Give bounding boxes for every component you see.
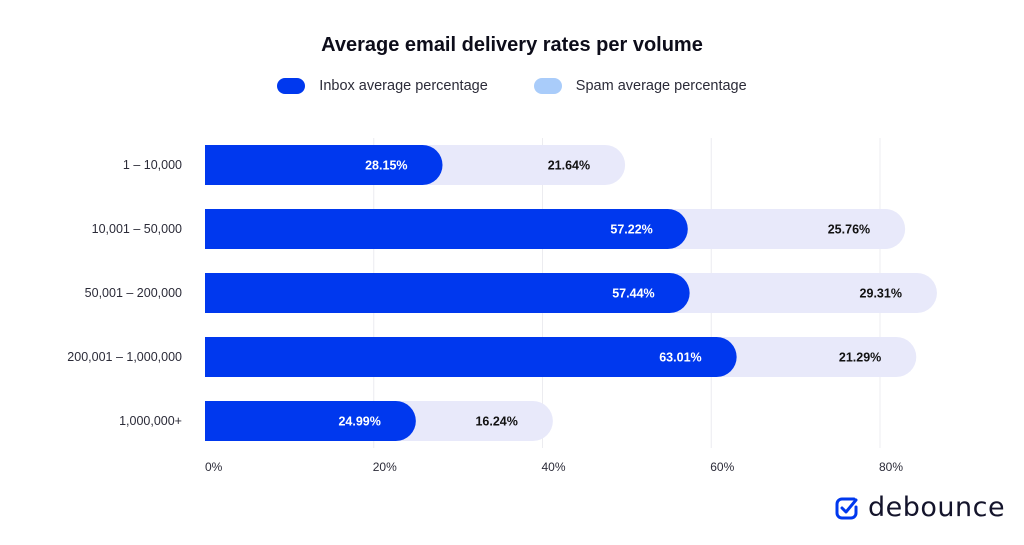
category-label: 10,001 – 50,000 [92, 222, 182, 236]
data-label-inbox: 57.44% [612, 287, 654, 301]
data-label-inbox: 63.01% [659, 351, 701, 365]
bar-inbox [205, 337, 737, 377]
x-tick-label: 0% [205, 460, 223, 474]
x-tick-label: 60% [710, 460, 734, 474]
x-tick-label: 80% [879, 460, 903, 474]
bar-inbox [205, 145, 443, 185]
legend-label-spam: Spam average percentage [575, 78, 747, 94]
category-label: 50,001 – 200,000 [85, 286, 182, 300]
category-label: 1 – 10,000 [123, 158, 182, 172]
data-label-spam: 21.64% [548, 159, 590, 173]
data-label-spam: 29.31% [860, 287, 902, 301]
category-label: 1,000,000+ [119, 414, 182, 428]
data-label-spam: 16.24% [475, 415, 517, 429]
legend-swatch-inbox [277, 78, 306, 94]
bar-inbox [205, 273, 690, 313]
data-label-inbox: 28.15% [365, 159, 407, 173]
check-badge-icon [835, 497, 858, 519]
legend-label-inbox: Inbox average percentage [319, 78, 488, 94]
data-label-inbox: 57.22% [610, 223, 652, 237]
data-label-inbox: 24.99% [338, 415, 380, 429]
data-label-spam: 25.76% [828, 223, 870, 237]
legend-item-inbox: Inbox average percentage [277, 78, 488, 94]
chart-title: Average email delivery rates per volume [321, 34, 703, 56]
x-tick-label: 20% [373, 460, 397, 474]
brand-name: debounce [868, 492, 1006, 523]
bar-inbox [205, 401, 416, 441]
brand-logo: debounce [834, 492, 1005, 523]
legend-swatch-spam [533, 78, 562, 94]
category-label: 200,001 – 1,000,000 [67, 350, 182, 364]
legend-item-spam: Spam average percentage [533, 78, 747, 94]
x-tick-label: 40% [542, 460, 566, 474]
legend: Inbox average percentage Spam average pe… [0, 78, 1024, 94]
bar-inbox [205, 209, 688, 249]
data-label-spam: 21.29% [839, 351, 881, 365]
